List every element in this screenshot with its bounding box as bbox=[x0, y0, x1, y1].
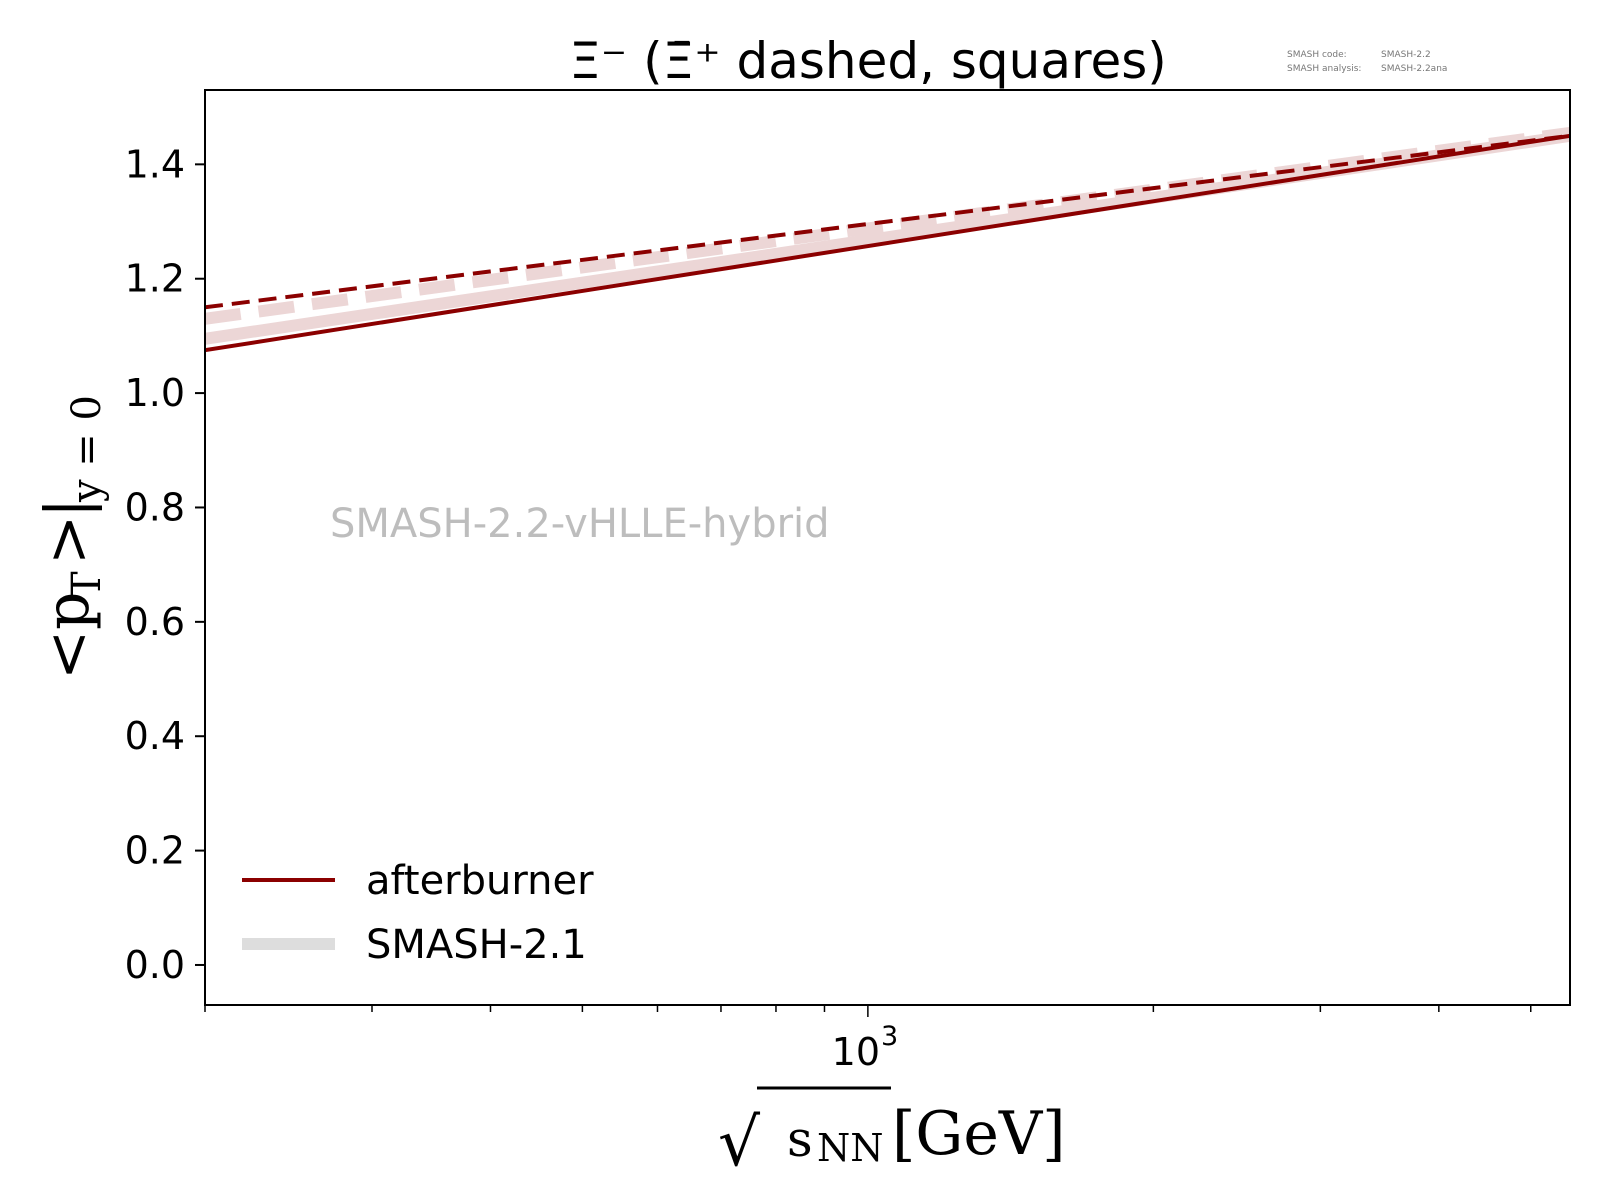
x-axis-label: √ s NN [GeV] bbox=[718, 1086, 1066, 1181]
series-line-afterburner-antiparticle bbox=[205, 133, 1570, 310]
legend-label-afterburner: afterburner bbox=[366, 858, 594, 904]
y-tick-label: 1.2 bbox=[125, 257, 185, 301]
y-tick-label: 1.4 bbox=[125, 142, 185, 186]
y-label-sub: y = 0 bbox=[64, 395, 110, 503]
legend: afterburner SMASH-2.1 bbox=[242, 858, 594, 968]
y-tick-label: 0.8 bbox=[125, 485, 185, 529]
y-tick-label: 0.4 bbox=[125, 714, 185, 758]
x-label-s: s bbox=[787, 1110, 813, 1168]
x-axis-ticks bbox=[204, 1005, 1532, 1017]
y-tick-label: 0.2 bbox=[125, 829, 185, 873]
plot-frame bbox=[204, 89, 1571, 1006]
legend-label-smash-2-1: SMASH-2.1 bbox=[366, 922, 587, 968]
x-label-unit: [GeV] bbox=[892, 1099, 1066, 1169]
run-metadata: SMASH code: SMASH-2.2 SMASH analysis: SM… bbox=[1287, 50, 1447, 74]
code-label: SMASH code: bbox=[1287, 50, 1347, 60]
code-value: SMASH-2.2 bbox=[1381, 50, 1431, 60]
series-layer bbox=[205, 126, 1570, 353]
y-label-p: p bbox=[33, 592, 103, 630]
y-label-close: > bbox=[33, 515, 103, 565]
y-axis-ticks: 0.0 0.2 0.4 0.6 0.8 1.0 1.2 1.4 bbox=[125, 142, 205, 987]
x-tick-base: 10 bbox=[832, 1030, 880, 1074]
y-axis-label: < p T > | y = 0 bbox=[33, 395, 110, 680]
y-tick-label: 0.6 bbox=[125, 600, 185, 644]
analysis-value: SMASH-2.2ana bbox=[1381, 64, 1447, 74]
series-line-afterburner bbox=[205, 133, 1570, 353]
x-label-nn: NN bbox=[817, 1126, 884, 1170]
watermark-text: SMASH-2.2-vHLLE-hybrid bbox=[330, 501, 830, 547]
y-label-bar: | bbox=[33, 498, 103, 518]
analysis-label: SMASH analysis: bbox=[1287, 64, 1361, 74]
y-label-open: < bbox=[33, 630, 103, 680]
y-label-psub: T bbox=[64, 571, 110, 598]
y-tick-label: 1.0 bbox=[125, 371, 185, 415]
chart-title: Ξ⁻ (Ξ̄⁺ dashed, squares) bbox=[569, 32, 1167, 90]
x-tick-exponent: 3 bbox=[881, 1021, 898, 1052]
y-tick-label: 0.0 bbox=[125, 943, 185, 987]
sqrt-symbol: √ bbox=[718, 1104, 761, 1181]
x-tick-label-major: 10 3 bbox=[832, 1021, 899, 1074]
